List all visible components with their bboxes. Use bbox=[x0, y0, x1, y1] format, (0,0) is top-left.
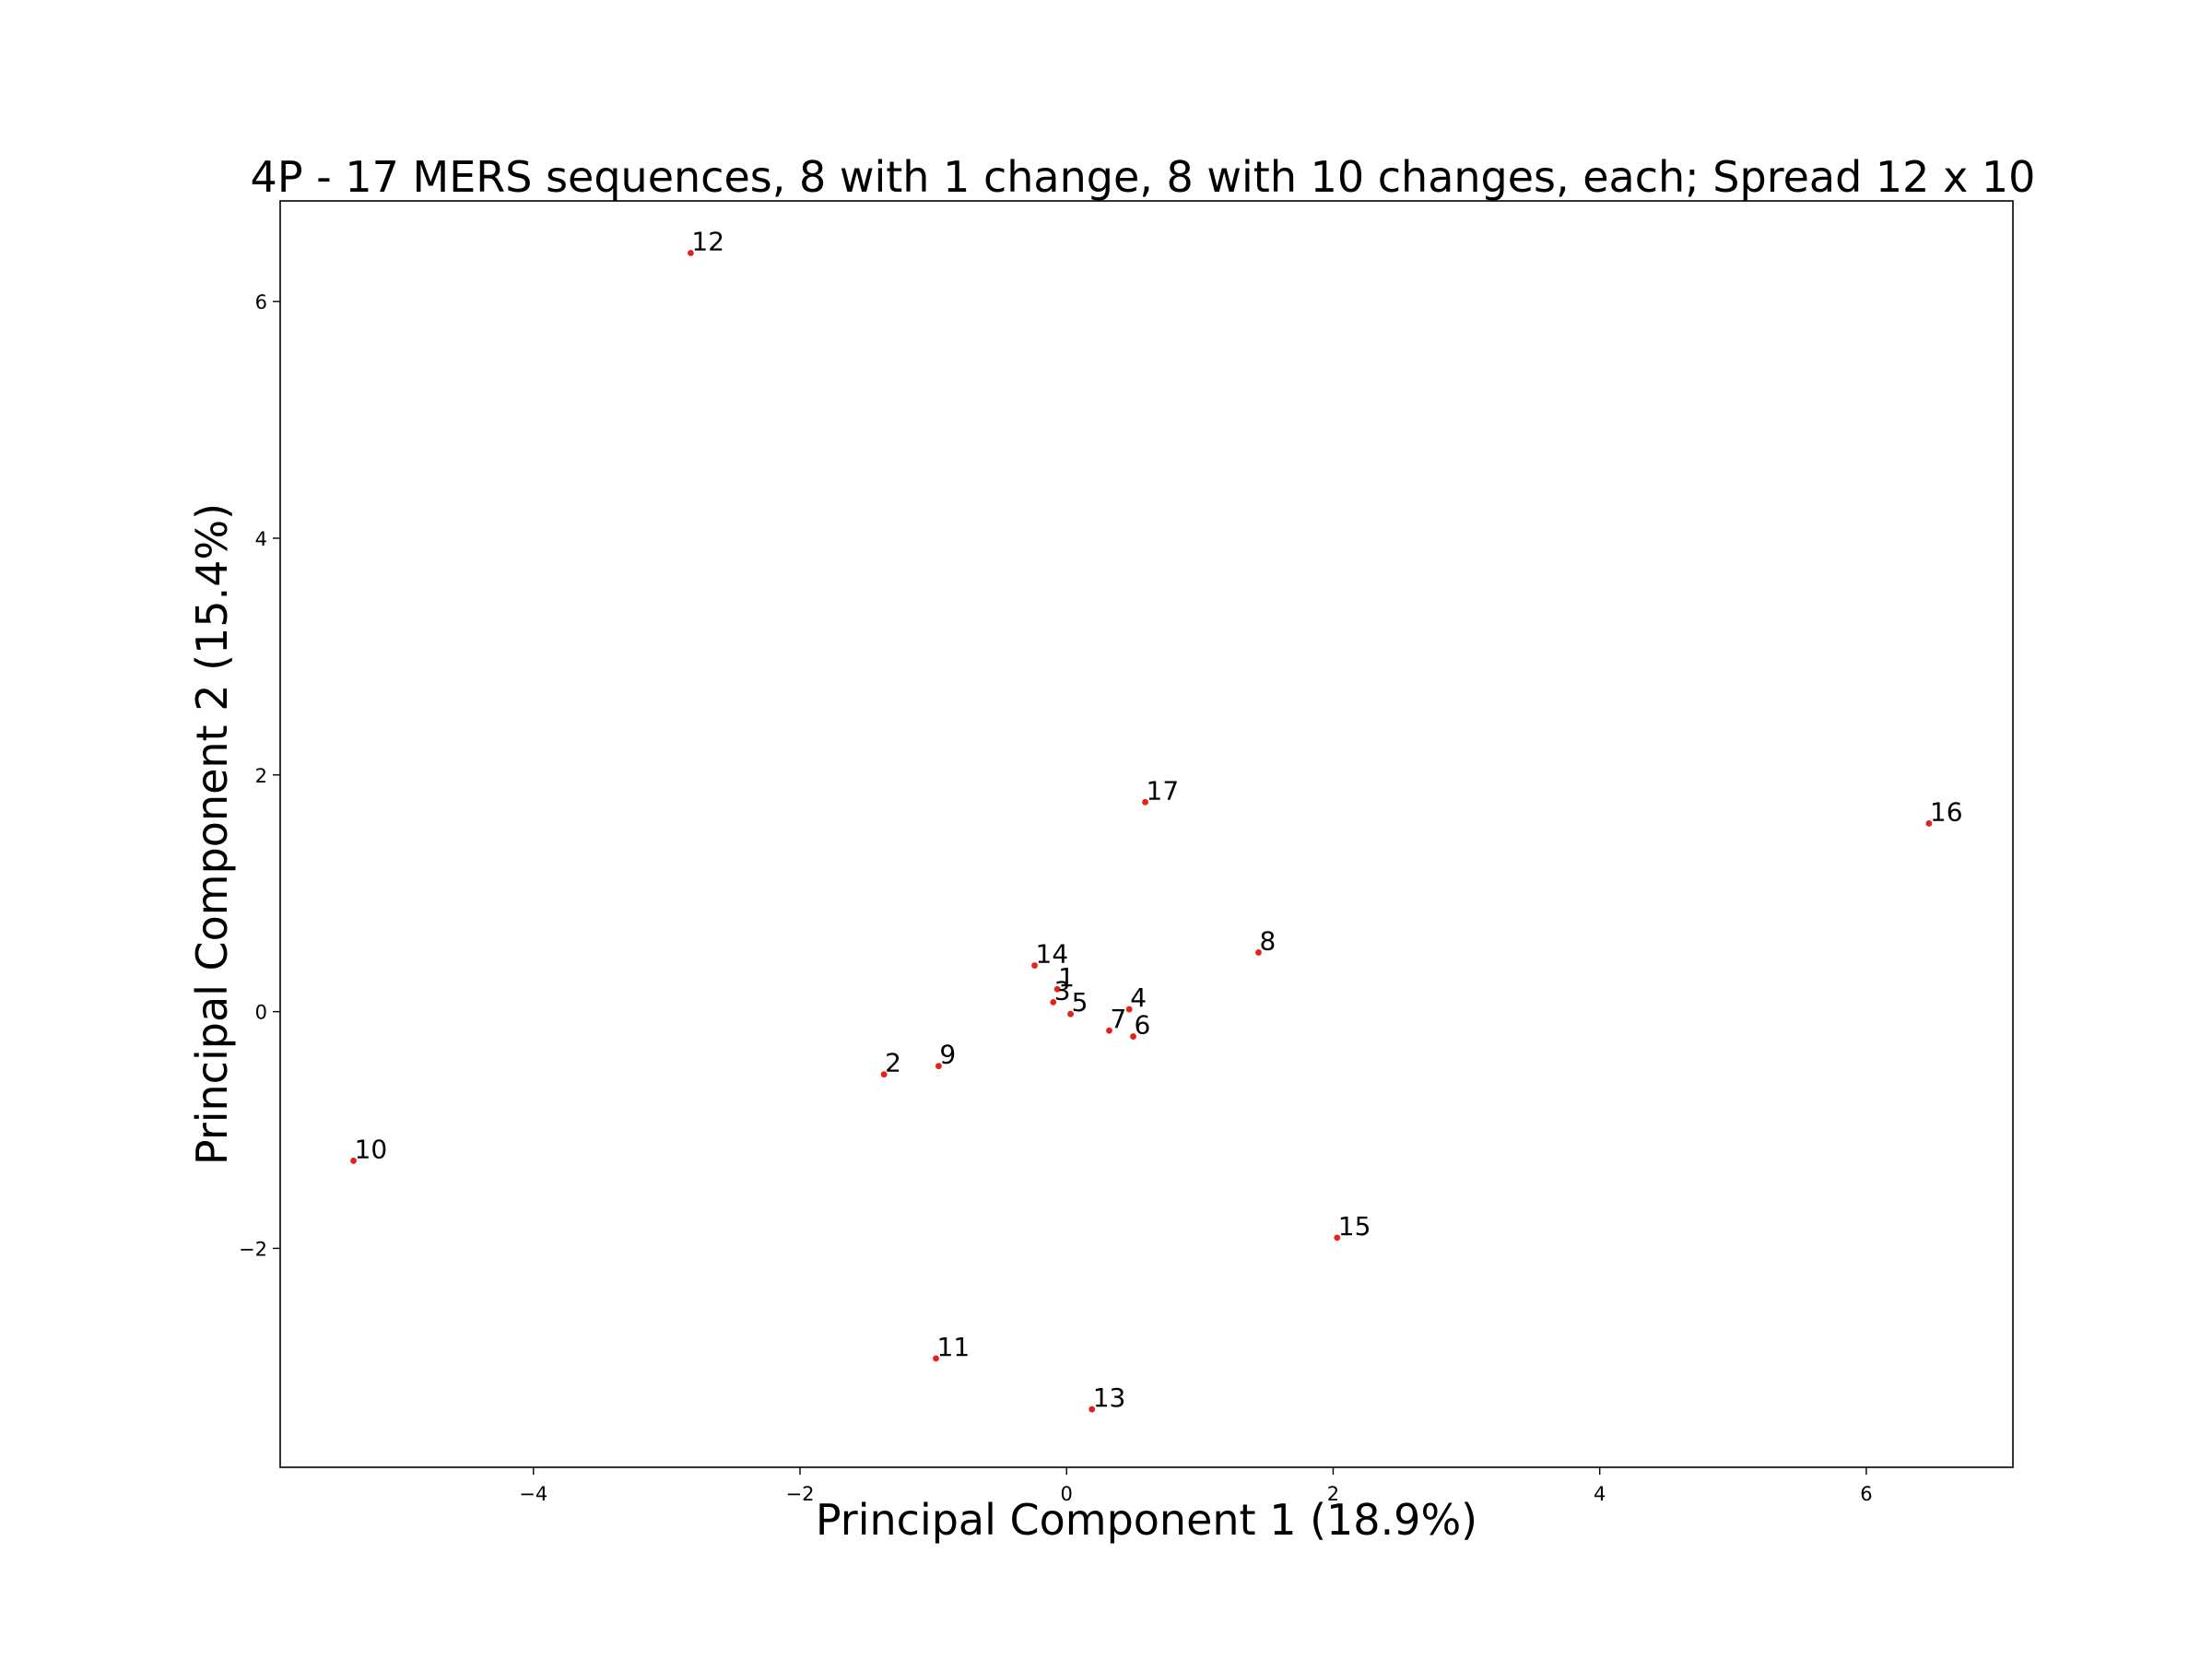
data-point-label-17: 17 bbox=[1147, 775, 1180, 806]
data-point-17 bbox=[1142, 798, 1148, 806]
data-point-15 bbox=[1334, 1234, 1341, 1241]
y-tick-label: 2 bbox=[255, 765, 267, 787]
x-tick-label: −2 bbox=[786, 1483, 815, 1505]
data-point-label-10: 10 bbox=[355, 1134, 388, 1164]
data-point-label-15: 15 bbox=[1338, 1211, 1371, 1241]
data-point-10 bbox=[350, 1158, 357, 1164]
x-tick-label: −4 bbox=[519, 1483, 547, 1505]
data-point-4 bbox=[1125, 1006, 1133, 1013]
data-point-label-16: 16 bbox=[1930, 796, 1963, 827]
data-point-label-7: 7 bbox=[1111, 1004, 1127, 1034]
data-point-label-5: 5 bbox=[1072, 987, 1088, 1018]
data-point-7 bbox=[1106, 1027, 1112, 1034]
data-point-label-14: 14 bbox=[1036, 939, 1069, 970]
y-tick-label: −2 bbox=[239, 1238, 267, 1260]
data-point-label-9: 9 bbox=[939, 1040, 956, 1070]
data-point-label-4: 4 bbox=[1130, 982, 1147, 1013]
data-point-label-12: 12 bbox=[691, 227, 724, 257]
data-point-6 bbox=[1130, 1033, 1136, 1040]
data-point-label-13: 13 bbox=[1093, 1382, 1126, 1413]
y-tick-label: 4 bbox=[255, 528, 267, 550]
chart-title: 4P - 17 MERS sequences, 8 with 1 change,… bbox=[251, 152, 2036, 202]
data-point-label-1: 1 bbox=[1058, 962, 1075, 993]
y-tick-label: 0 bbox=[255, 1002, 267, 1024]
data-point-14 bbox=[1031, 962, 1038, 969]
y-tick-label: 6 bbox=[255, 291, 267, 313]
data-point-1 bbox=[1053, 985, 1061, 993]
x-tick-label: 4 bbox=[1594, 1483, 1606, 1505]
data-point-13 bbox=[1088, 1406, 1096, 1413]
data-point-9 bbox=[935, 1063, 942, 1070]
data-point-8 bbox=[1255, 949, 1262, 956]
data-point-5 bbox=[1067, 1010, 1074, 1018]
plot-area-frame bbox=[279, 200, 2014, 1468]
data-point-label-8: 8 bbox=[1259, 925, 1276, 956]
data-point-label-11: 11 bbox=[937, 1332, 971, 1362]
y-axis-label: Principal Component 2 (15.4%) bbox=[187, 503, 237, 1165]
data-point-12 bbox=[688, 250, 694, 256]
data-point-3 bbox=[1050, 998, 1057, 1006]
x-tick-label: 2 bbox=[1327, 1483, 1339, 1505]
data-point-16 bbox=[1925, 820, 1933, 827]
data-point-label-6: 6 bbox=[1135, 1010, 1151, 1041]
x-tick-label: 6 bbox=[1860, 1483, 1872, 1505]
data-point-2 bbox=[880, 1071, 888, 1078]
data-point-label-2: 2 bbox=[885, 1048, 901, 1078]
x-axis-label: Principal Component 1 (18.9%) bbox=[816, 1495, 1477, 1545]
x-tick-label: 0 bbox=[1061, 1483, 1073, 1505]
data-point-11 bbox=[933, 1355, 939, 1362]
data-point-label-3: 3 bbox=[1054, 975, 1071, 1006]
